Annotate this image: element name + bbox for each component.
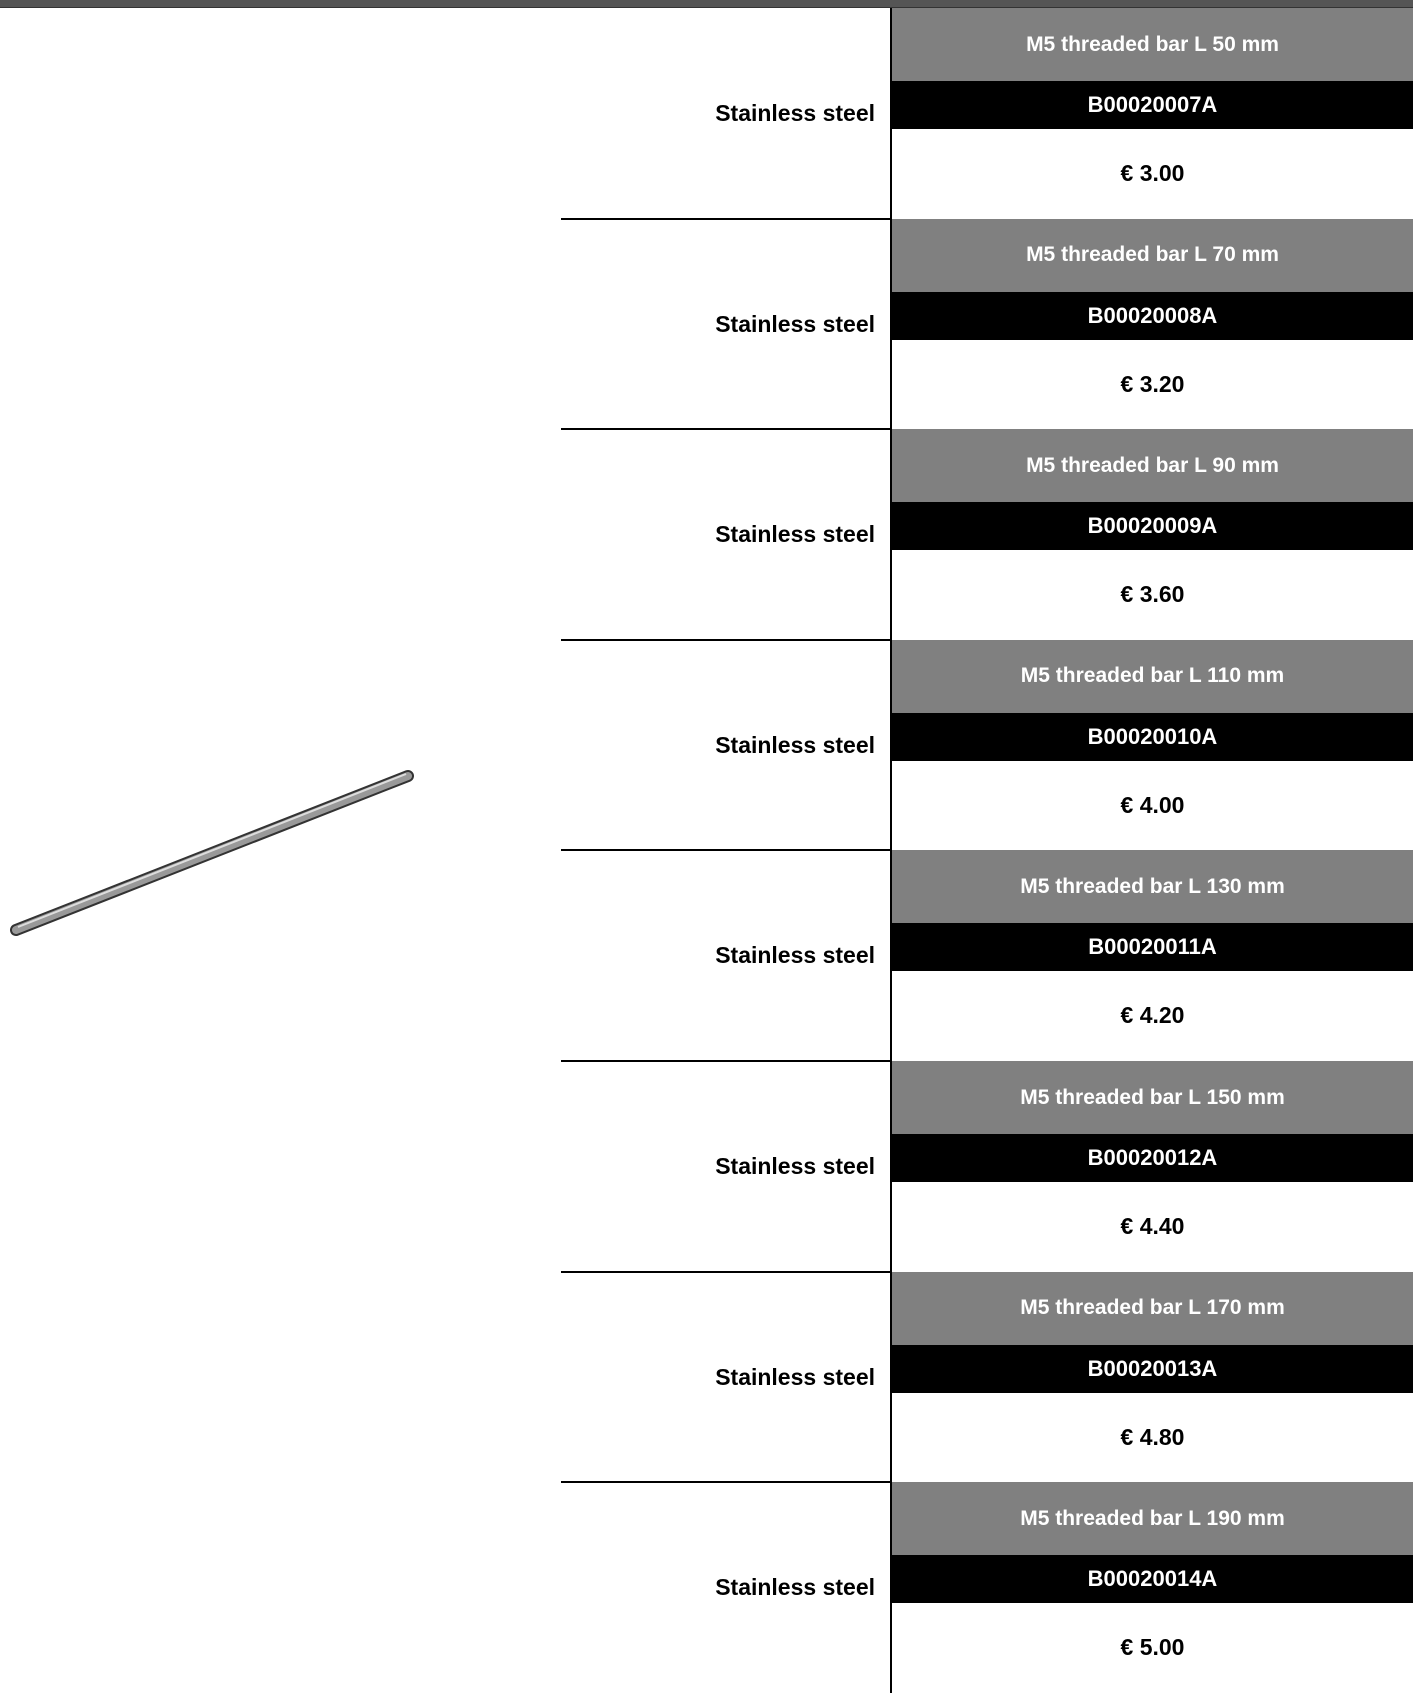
row-divider [561, 1060, 891, 1062]
material: Stainless steel [715, 100, 875, 126]
product-name: M5 threaded bar L 170 mm [892, 1271, 1413, 1345]
row-divider [561, 849, 891, 852]
material: Stainless steel [715, 1363, 875, 1390]
product-code: B00020007A [892, 81, 1413, 129]
row-divider [561, 1481, 891, 1484]
row-divider [561, 428, 891, 431]
row-divider [561, 638, 891, 641]
product-code: B00020012A [892, 1134, 1413, 1182]
product-name: M5 threaded bar L 110 mm [892, 639, 1413, 713]
product-code: B00020008A [892, 291, 1413, 340]
product-price: € 3.20 [1120, 370, 1185, 397]
product-code: B00020010A [892, 712, 1413, 761]
row-divider [561, 217, 891, 220]
material: Stainless steel [715, 1153, 875, 1179]
product-price: € 3.00 [1120, 160, 1185, 186]
product-code: B00020013A [892, 1344, 1413, 1393]
top-bar [0, 0, 1413, 8]
product-price: € 4.00 [1120, 791, 1185, 818]
material: Stainless steel [715, 310, 875, 337]
product-name: M5 threaded bar L 150 mm [892, 1061, 1413, 1134]
product-price: € 4.80 [1120, 1423, 1185, 1450]
product-name: M5 threaded bar L 130 mm [892, 850, 1413, 924]
product-code: B00020014A [892, 1555, 1413, 1604]
column-divider [890, 8, 892, 1693]
product-name: M5 threaded bar L 70 mm [892, 218, 1413, 292]
product-name: M5 threaded bar L 190 mm [892, 1482, 1413, 1556]
material: Stainless steel [715, 521, 875, 548]
material: Stainless steel [715, 1574, 875, 1601]
product-price: € 5.00 [1120, 1634, 1185, 1661]
product-price: € 4.40 [1120, 1213, 1185, 1239]
material: Stainless steel [715, 942, 875, 969]
product-name: M5 threaded bar L 90 mm [892, 429, 1413, 503]
product-image [10, 770, 414, 936]
product-price: € 4.20 [1120, 1002, 1185, 1029]
material: Stainless steel [715, 731, 875, 758]
product-code: B00020009A [892, 502, 1413, 551]
row-divider [561, 1270, 891, 1273]
product-price: € 3.60 [1120, 581, 1185, 608]
product-code: B00020011A [892, 923, 1413, 972]
product-name: M5 threaded bar L 50 mm [892, 8, 1413, 81]
